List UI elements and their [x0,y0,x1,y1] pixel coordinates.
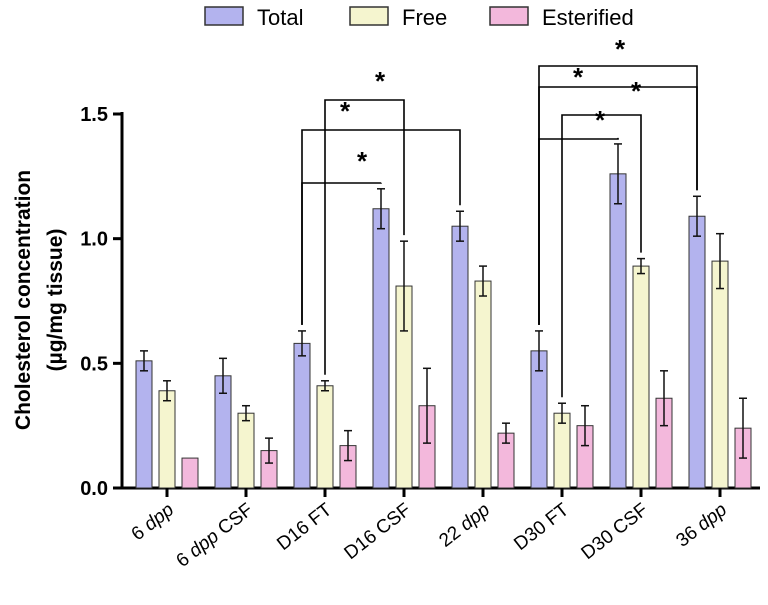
bar-free [158,390,176,489]
y-axis-label: Cholesterol concentration [12,170,35,430]
legend-label-total: Total [257,5,303,30]
x-tick-label: D30 FT [510,499,573,555]
significance-star: * [595,105,606,135]
significance-star: * [375,66,386,96]
significance-bracket [324,99,405,375]
y-tick-label: 0.0 [80,478,108,500]
bar-esterified [181,457,199,489]
y-tick-label: 1.0 [80,229,108,251]
significance-star: * [615,34,626,64]
bar-total [451,225,469,489]
x-tick-label: D16 CSF [341,499,416,564]
bar-free [237,412,255,489]
y-tick-label: 1.5 [80,104,108,126]
bar-total [688,215,706,489]
legend-swatch-esterified [489,6,529,26]
significance-star: * [357,146,368,176]
significance-bracket [538,65,698,325]
bar-total [372,208,390,489]
significance-bracket [301,129,461,325]
bar-total [609,173,627,489]
significance-star: * [573,62,584,92]
bar-total [135,360,153,489]
legend-swatch-total [204,6,244,26]
legend-swatch-free [349,6,389,26]
x-tick-label: 6 dpp [128,499,178,545]
significance-bracket [561,114,642,398]
significance-bracket [301,182,382,325]
bar-free [553,412,571,489]
legend-label-esterified: Esterified [542,5,634,30]
x-tick-label: 6 dpp CSF [173,499,258,571]
bar-total [293,342,311,489]
y-tick-label: 0.5 [80,353,108,375]
bar-free [711,260,729,489]
bar-free [474,280,492,489]
x-tick-label: 36 dpp [672,499,731,551]
legend-label-free: Free [402,5,447,30]
x-tick-label: D16 FT [273,499,336,555]
x-tick-label: 22 dpp [435,499,494,551]
significance-star: * [340,96,351,126]
bar-free [316,385,334,489]
significance-star: * [631,76,642,106]
bar-free [632,265,650,489]
x-tick-label: D30 CSF [578,499,653,564]
significance-bracket [538,137,619,325]
y-axis-label: (µg/mg tissue) [44,229,67,372]
